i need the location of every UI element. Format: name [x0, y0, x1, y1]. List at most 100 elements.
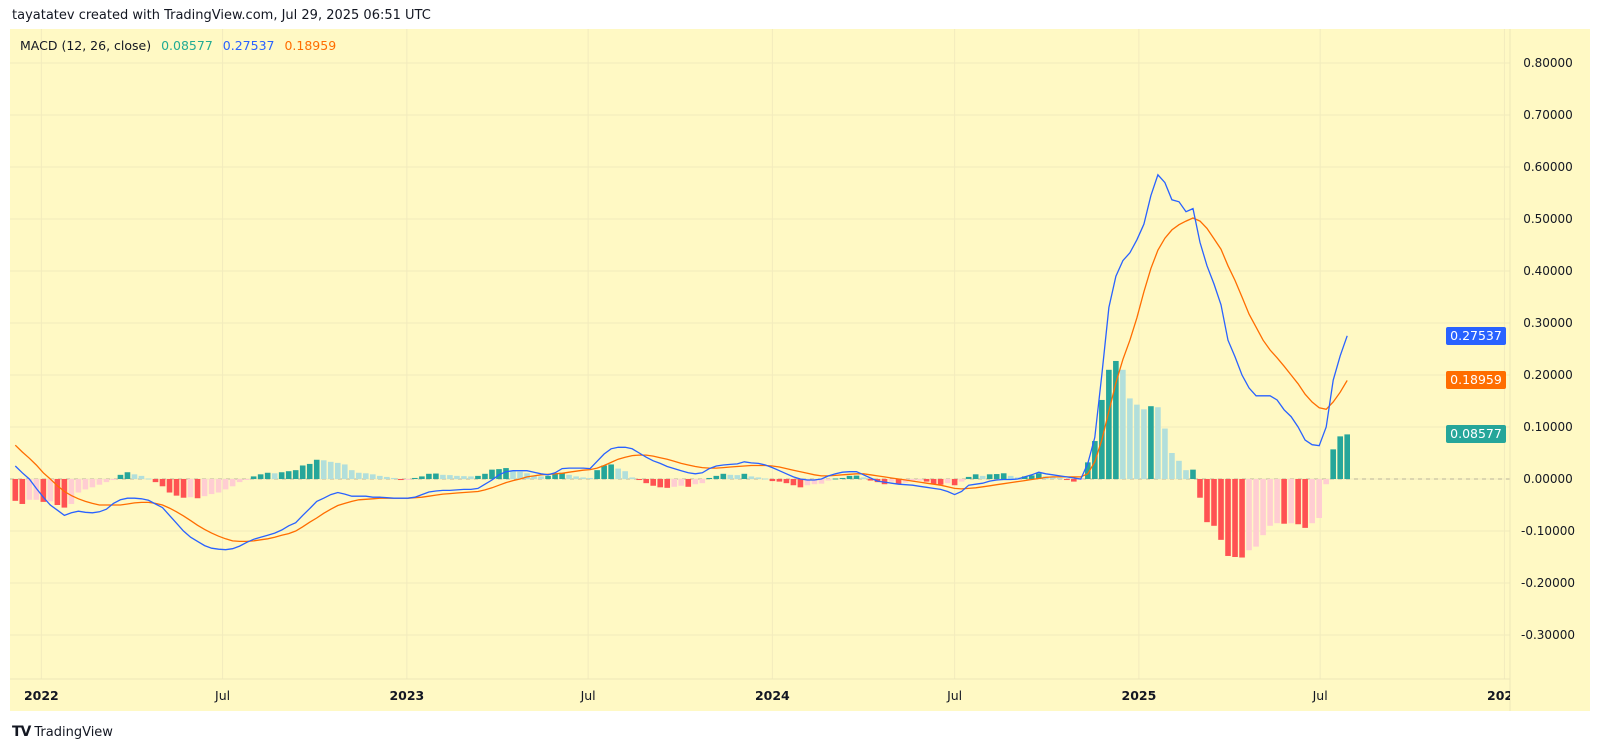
histogram-bar	[264, 472, 271, 479]
histogram-bar	[1281, 479, 1287, 524]
histogram-bar	[1253, 479, 1259, 547]
histogram-bar	[131, 474, 138, 479]
chart-panel[interactable]	[10, 29, 1590, 711]
histogram-bar	[720, 473, 727, 479]
histogram-bar	[1148, 406, 1154, 479]
histogram-bar	[187, 479, 194, 498]
histogram-bar	[75, 479, 82, 493]
histogram-bar	[454, 475, 460, 479]
histogram-bar	[622, 471, 628, 479]
histogram-bar	[804, 479, 811, 486]
histogram-bar	[229, 479, 236, 487]
histogram-bar	[580, 477, 586, 479]
histogram-bar	[334, 462, 341, 479]
histogram-bar	[1134, 404, 1140, 479]
histogram-bar	[398, 479, 404, 481]
histogram-bar	[524, 473, 530, 479]
histogram-value: 0.08577	[161, 38, 213, 53]
histogram-bar	[47, 479, 54, 502]
histogram-bar	[713, 475, 720, 479]
histogram-bar	[1323, 479, 1329, 485]
histogram-bar	[1232, 479, 1238, 557]
time-axis[interactable]: 2022 Jul 2023 Jul 2024 Jul 2025 Jul 2026	[24, 688, 1522, 703]
histogram-bar	[769, 479, 776, 482]
histogram-bar	[68, 479, 75, 504]
histogram-bar	[993, 474, 1000, 479]
histogram-bar	[860, 477, 867, 479]
histogram-bar	[384, 476, 390, 479]
histogram-bar	[1127, 398, 1133, 479]
histogram-bar	[173, 479, 180, 496]
chart-attribution: tayatatev created with TradingView.com, …	[12, 8, 431, 23]
indicator-name: MACD (12, 26, close)	[20, 38, 152, 53]
y-tick-label: -0.20000	[1521, 576, 1575, 590]
histogram-bar	[271, 473, 278, 479]
tradingview-logo-icon: TV	[12, 724, 31, 740]
x-tick-label: 2026	[1487, 688, 1522, 703]
histogram-bar	[12, 479, 19, 501]
histogram-bar	[489, 469, 495, 479]
histogram-bar	[559, 472, 565, 479]
histogram-bar	[54, 479, 61, 505]
histogram-bar	[1218, 479, 1224, 540]
histogram-bar	[531, 475, 537, 479]
histogram-bar	[615, 468, 621, 479]
histogram-bar	[979, 475, 986, 479]
histogram-bar	[1056, 477, 1063, 479]
histogram-bar	[811, 479, 818, 485]
histogram-bar	[643, 479, 649, 484]
histogram-bar	[152, 479, 159, 483]
histogram-bar	[1211, 479, 1217, 526]
histogram-bar	[678, 479, 685, 486]
histogram-bar	[278, 472, 285, 479]
price-axis[interactable]: 0.80000 0.70000 0.60000 0.50000 0.40000 0.300…	[1521, 56, 1575, 642]
histogram-bar	[1000, 473, 1007, 479]
histogram-bar	[405, 479, 411, 480]
x-tick-label: Jul	[580, 688, 596, 703]
histogram-bar	[496, 469, 502, 479]
histogram-bar	[1113, 360, 1119, 479]
histogram-bar	[1330, 449, 1336, 479]
histogram-bar	[846, 475, 853, 479]
histogram-bar	[194, 479, 201, 499]
histogram-bar	[306, 463, 313, 479]
histogram-bar	[797, 479, 804, 488]
footer-brand[interactable]: TV TradingView	[12, 724, 113, 740]
histogram-bar	[250, 476, 257, 479]
histogram-bar	[916, 479, 923, 481]
x-tick-label: 2023	[389, 688, 424, 703]
histogram-bar	[552, 473, 558, 479]
histogram-bar	[1246, 479, 1252, 551]
histogram-bar	[222, 479, 229, 490]
histogram-bar	[573, 476, 579, 479]
lines	[14, 173, 1348, 551]
x-tick-label: Jul	[1312, 688, 1328, 703]
histogram-bar	[1190, 469, 1196, 479]
histogram-bar	[1337, 436, 1343, 479]
histogram-bar	[320, 460, 327, 479]
histogram-bar	[510, 470, 516, 479]
y-tick-label: -0.10000	[1521, 524, 1575, 538]
histogram-bar	[972, 474, 979, 479]
histogram-bar	[1239, 479, 1245, 558]
histogram-bar	[1295, 479, 1301, 525]
x-tick-label: Jul	[946, 688, 962, 703]
histogram-bar	[895, 479, 902, 485]
histogram-bar	[1049, 477, 1056, 479]
histogram-bar	[685, 479, 692, 487]
histogram-bar	[412, 477, 418, 479]
histogram-bar	[1064, 479, 1070, 481]
histogram-bar	[243, 479, 250, 480]
histogram-bar	[61, 479, 68, 508]
histogram-bar	[1274, 479, 1280, 524]
y-tick-label: 0.60000	[1523, 160, 1573, 174]
histogram	[12, 360, 1350, 558]
macd-price-badge: 0.27537	[1446, 326, 1506, 345]
histogram-bar	[517, 471, 523, 479]
histogram-bar	[1267, 479, 1273, 526]
histogram-bar	[426, 473, 432, 479]
histogram-bar	[909, 479, 916, 482]
histogram-bar	[257, 474, 264, 479]
indicator-legend[interactable]: MACD (12, 26, close) 0.08577 0.27537 0.1…	[20, 38, 342, 53]
